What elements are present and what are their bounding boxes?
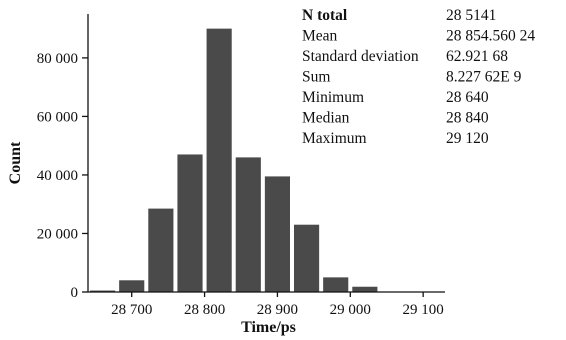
y-ticks-group: 0 20 000 40 000 60 000 80 000 bbox=[37, 51, 88, 301]
x-tick-label: 29 100 bbox=[403, 302, 444, 318]
stat-value: 8.227 62E 9 bbox=[446, 69, 522, 86]
histogram-bar bbox=[352, 286, 378, 292]
histogram-bar bbox=[177, 154, 203, 292]
stat-label: N total bbox=[302, 7, 348, 24]
x-tick-label: 28 700 bbox=[111, 302, 152, 318]
histogram-bar bbox=[323, 277, 349, 292]
x-axis-title: Time/ps bbox=[241, 319, 296, 336]
y-tick-label: 80 000 bbox=[37, 51, 78, 67]
x-tick-label: 28 900 bbox=[257, 302, 298, 318]
x-tick-label: 28 800 bbox=[184, 302, 225, 318]
stat-value: 28 640 bbox=[446, 89, 489, 106]
x-tick-label: 29 000 bbox=[330, 302, 371, 318]
stat-label: Maximum bbox=[302, 130, 367, 147]
y-tick-label: 0 bbox=[71, 285, 79, 301]
stat-label: Mean bbox=[302, 28, 338, 45]
stat-label: Sum bbox=[302, 69, 330, 86]
y-tick-label: 40 000 bbox=[37, 168, 78, 184]
histogram-bar bbox=[206, 28, 232, 292]
histogram-bar bbox=[235, 157, 261, 292]
histogram-bar bbox=[294, 224, 320, 292]
axes-group bbox=[87, 14, 445, 293]
stat-value: 29 120 bbox=[446, 130, 489, 147]
x-ticks-group: 28 700 28 800 28 900 29 000 29 100 bbox=[111, 292, 444, 318]
y-axis-title: Count bbox=[7, 141, 24, 184]
stat-label: Minimum bbox=[302, 89, 364, 106]
y-tick-label: 20 000 bbox=[37, 226, 78, 242]
histogram-bar bbox=[119, 280, 145, 292]
bars-group bbox=[90, 28, 407, 293]
histogram-bar bbox=[148, 208, 174, 292]
y-tick-label: 60 000 bbox=[37, 109, 78, 125]
stat-value: 28 854.560 24 bbox=[446, 28, 535, 45]
stat-value: 28 5141 bbox=[446, 7, 496, 24]
stats-table: N total 28 5141 Mean 28 854.560 24 Standard … bbox=[302, 7, 535, 147]
stat-label: Standard deviation bbox=[302, 48, 419, 65]
histogram-bar bbox=[90, 290, 116, 292]
histogram-bar bbox=[264, 176, 290, 292]
stat-label: Median bbox=[302, 110, 350, 127]
stat-value: 62.921 68 bbox=[446, 48, 508, 65]
stat-value: 28 840 bbox=[446, 110, 489, 127]
